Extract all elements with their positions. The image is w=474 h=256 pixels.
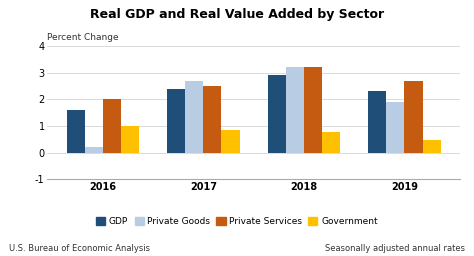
Bar bbox=[404, 81, 422, 153]
Legend: GDP, Private Goods, Private Services, Government: GDP, Private Goods, Private Services, Go… bbox=[96, 217, 378, 226]
Bar bbox=[121, 126, 139, 153]
Text: Real GDP and Real Value Added by Sector: Real GDP and Real Value Added by Sector bbox=[90, 8, 384, 21]
Bar bbox=[322, 132, 340, 153]
Bar bbox=[286, 67, 304, 153]
Bar bbox=[185, 81, 203, 153]
Bar bbox=[368, 91, 386, 153]
Bar bbox=[304, 67, 322, 153]
Bar bbox=[103, 99, 121, 153]
Bar bbox=[422, 140, 441, 153]
Bar bbox=[268, 75, 286, 153]
Bar bbox=[386, 102, 404, 153]
Bar bbox=[66, 110, 85, 153]
Text: Percent Change: Percent Change bbox=[47, 33, 119, 42]
Bar bbox=[85, 147, 103, 153]
Text: Seasonally adjusted annual rates: Seasonally adjusted annual rates bbox=[325, 244, 465, 253]
Bar bbox=[221, 130, 239, 153]
Bar bbox=[167, 89, 185, 153]
Bar bbox=[203, 86, 221, 153]
Text: U.S. Bureau of Economic Analysis: U.S. Bureau of Economic Analysis bbox=[9, 244, 150, 253]
